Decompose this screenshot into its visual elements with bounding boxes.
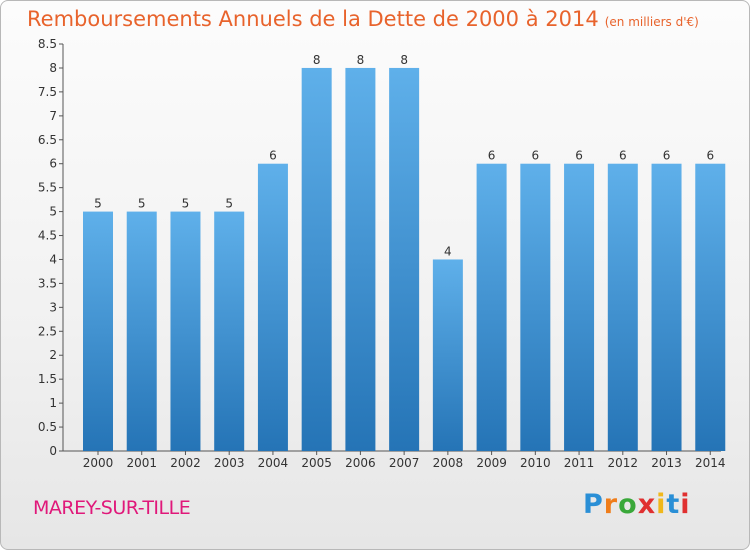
- x-tick-label: 2006: [345, 456, 376, 470]
- y-tick-label: 0: [49, 444, 57, 458]
- y-tick-label: 6: [49, 157, 57, 171]
- chart-title: Remboursements Annuels de la Dette de 20…: [27, 7, 699, 31]
- x-tick-label: 2007: [389, 456, 420, 470]
- title-text: Remboursements Annuels de la Dette de 20…: [27, 7, 599, 31]
- bar: [476, 163, 507, 452]
- bar-value-label: 6: [532, 149, 540, 163]
- bar: [345, 67, 376, 452]
- bar: [389, 67, 420, 452]
- x-tick-label: 2003: [214, 456, 245, 470]
- logo-letter: P: [583, 489, 604, 520]
- y-tick-label: 8.5: [38, 37, 57, 51]
- y-tick-label: 2: [49, 348, 57, 362]
- x-tick-label: 2001: [126, 456, 157, 470]
- x-tick-label: 2012: [608, 456, 639, 470]
- bar-value-label: 5: [94, 197, 102, 211]
- bar-value-label: 6: [269, 149, 277, 163]
- bar: [301, 67, 332, 452]
- bar: [170, 211, 201, 451]
- bar: [651, 163, 682, 452]
- bar-value-label: 8: [400, 53, 408, 67]
- bar-value-label: 5: [138, 197, 146, 211]
- bar: [126, 211, 157, 451]
- x-tick-label: 2011: [564, 456, 595, 470]
- bar: [607, 163, 638, 452]
- x-tick-label: 2008: [433, 456, 464, 470]
- bar: [432, 259, 463, 451]
- logo-letter: t: [666, 489, 681, 520]
- y-tick-label: 5: [49, 205, 57, 219]
- bar: [214, 211, 245, 451]
- bar: [520, 163, 551, 452]
- bar-value-label: 6: [619, 149, 627, 163]
- commune-name: MAREY-SUR-TILLE: [33, 497, 191, 519]
- logo-letter: o: [618, 489, 638, 520]
- x-tick-label: 2004: [258, 456, 289, 470]
- y-tick-label: 3.5: [38, 276, 57, 290]
- unit-text: (en milliers d'€): [604, 15, 699, 29]
- y-tick-label: 4.5: [38, 229, 57, 243]
- bar-value-label: 8: [357, 53, 365, 67]
- y-tick-label: 6.5: [38, 133, 57, 147]
- logo-letter: i: [680, 489, 691, 520]
- x-tick-label: 2013: [651, 456, 682, 470]
- bar: [564, 163, 595, 452]
- bar-value-label: 5: [182, 197, 190, 211]
- logo-letter: x: [637, 489, 657, 520]
- bar-value-label: 6: [575, 149, 583, 163]
- y-tick-label: 1: [49, 396, 57, 410]
- bar-value-label: 6: [706, 149, 714, 163]
- bar-value-label: 6: [663, 149, 671, 163]
- proxiti-logo: Proxiti: [583, 489, 691, 520]
- y-tick-label: 2.5: [38, 324, 57, 338]
- x-tick-label: 2005: [301, 456, 332, 470]
- logo-letter: r: [603, 489, 619, 520]
- y-tick-label: 1.5: [38, 372, 57, 386]
- bar: [83, 211, 113, 451]
- bar-value-label: 8: [313, 53, 321, 67]
- y-tick-label: 3: [49, 300, 57, 314]
- y-tick-label: 5.5: [38, 181, 57, 195]
- x-tick-label: 2002: [170, 456, 201, 470]
- bar: [257, 163, 288, 452]
- bar-value-label: 4: [444, 244, 452, 258]
- y-tick-label: 7.5: [38, 85, 57, 99]
- y-tick-label: 4: [49, 252, 57, 266]
- x-tick-label: 2009: [476, 456, 507, 470]
- x-tick-label: 2000: [83, 456, 114, 470]
- bar-value-label: 6: [488, 149, 496, 163]
- y-tick-label: 0.5: [38, 420, 57, 434]
- bar: [695, 163, 726, 452]
- bar-value-label: 5: [225, 197, 233, 211]
- y-tick-label: 7: [49, 109, 57, 123]
- logo-letter: i: [656, 489, 667, 520]
- x-tick-label: 2014: [695, 456, 726, 470]
- y-tick-label: 8: [49, 61, 57, 75]
- x-tick-label: 2010: [520, 456, 551, 470]
